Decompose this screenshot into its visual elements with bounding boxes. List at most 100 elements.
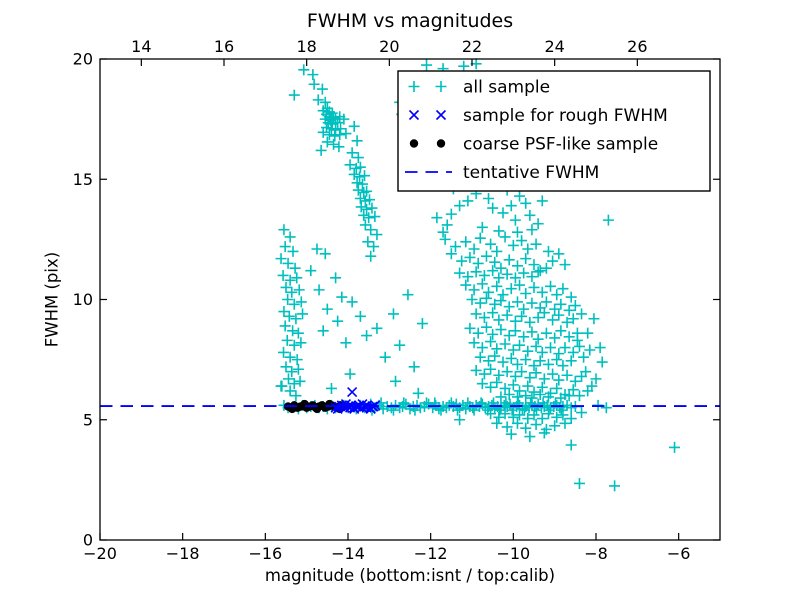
plus-marker: [578, 351, 590, 363]
plus-marker: [551, 354, 563, 366]
plus-marker: [298, 64, 310, 76]
plus-marker: [485, 363, 497, 375]
plus-marker: [445, 208, 457, 220]
plus-marker: [530, 419, 542, 431]
plus-marker: [522, 380, 534, 392]
plus-marker: [528, 386, 540, 398]
plus-marker: [319, 96, 331, 108]
plus-marker: [288, 339, 300, 351]
plus-marker: [507, 411, 519, 423]
plus-marker: [526, 271, 538, 283]
plus-marker: [586, 380, 598, 392]
plus-marker: [526, 326, 538, 338]
plus-marker: [542, 358, 554, 370]
plus-marker: [307, 69, 319, 81]
plus-marker: [514, 409, 526, 421]
plus-marker: [472, 327, 484, 339]
plus-marker: [336, 291, 348, 303]
plus-marker: [408, 81, 420, 92]
plus-marker: [449, 241, 461, 253]
plus-marker: [511, 296, 523, 308]
plus-marker: [278, 224, 290, 236]
x-tick-label: −16: [248, 544, 282, 563]
plus-marker: [354, 192, 366, 204]
plus-marker: [292, 363, 304, 375]
plus-marker: [594, 342, 606, 354]
tick-marks: [99, 58, 720, 541]
plus-marker: [493, 411, 505, 423]
plus-marker: [516, 235, 528, 247]
plus-marker: [545, 342, 557, 354]
plus-marker: [333, 141, 345, 153]
plus-marker: [356, 178, 368, 190]
plus-marker: [573, 390, 585, 402]
plus-marker: [609, 480, 621, 492]
plus-marker: [511, 226, 523, 238]
plus-marker: [466, 294, 478, 305]
plus-marker: [278, 346, 290, 358]
plus-marker: [596, 356, 608, 368]
plus-marker: [549, 420, 561, 432]
plus-marker: [363, 194, 375, 206]
plus-marker: [280, 281, 292, 293]
plus-marker: [549, 303, 561, 315]
plus-marker: [520, 390, 532, 402]
x-marker: [347, 387, 358, 398]
plus-marker: [456, 255, 468, 267]
plus-marker: [567, 346, 579, 358]
plus-marker: [505, 200, 517, 212]
plus-marker: [557, 360, 569, 372]
plus-marker: [321, 136, 333, 148]
legend-label: sample for rough FWHM: [463, 106, 668, 126]
plus-marker: [501, 309, 513, 321]
plus-marker: [555, 298, 567, 310]
plus-marker: [330, 272, 342, 284]
x-marker: [337, 401, 349, 412]
plus-marker: [518, 331, 530, 343]
x-top-tick-label: 26: [627, 37, 647, 56]
plus-marker: [468, 284, 480, 296]
plus-marker: [470, 266, 482, 278]
plus-marker: [524, 431, 536, 443]
x-top-tick-label: 16: [214, 37, 234, 56]
plus-marker: [503, 301, 515, 313]
plus-marker: [290, 313, 302, 325]
plus-marker: [321, 303, 333, 315]
plus-marker: [542, 245, 554, 257]
plus-marker: [472, 257, 484, 269]
plus-marker: [487, 328, 499, 340]
plus-marker: [532, 312, 544, 324]
plus-marker: [514, 385, 526, 397]
dot-marker: [409, 139, 419, 148]
plus-marker: [289, 262, 301, 274]
plus-marker: [366, 202, 378, 214]
plus-marker: [500, 397, 512, 409]
plus-marker: [480, 292, 492, 304]
plus-marker: [530, 367, 542, 379]
plus-marker: [518, 267, 530, 279]
plus-marker: [576, 407, 588, 419]
plus-marker: [474, 232, 486, 244]
plus-marker: [287, 245, 299, 257]
plus-marker: [584, 344, 596, 356]
plus-marker: [288, 378, 300, 390]
plus-marker: [281, 334, 293, 346]
plus-marker: [495, 324, 507, 336]
x-tick-label: −20: [83, 544, 117, 563]
plus-marker: [387, 308, 399, 320]
plus-marker: [518, 404, 530, 416]
plus-marker: [547, 368, 559, 380]
plus-marker: [511, 391, 523, 403]
plus-marker: [335, 123, 347, 135]
plus-marker: [340, 337, 352, 349]
plus-marker: [352, 184, 364, 196]
plus-marker: [530, 238, 542, 250]
plus-marker: [476, 342, 488, 354]
plus-marker: [485, 238, 497, 250]
plus-marker: [435, 81, 447, 92]
plus-marker: [590, 373, 602, 385]
plus-marker: [565, 413, 577, 425]
plus-marker: [478, 269, 490, 281]
plus-marker: [547, 314, 559, 326]
plus-marker: [288, 89, 300, 101]
